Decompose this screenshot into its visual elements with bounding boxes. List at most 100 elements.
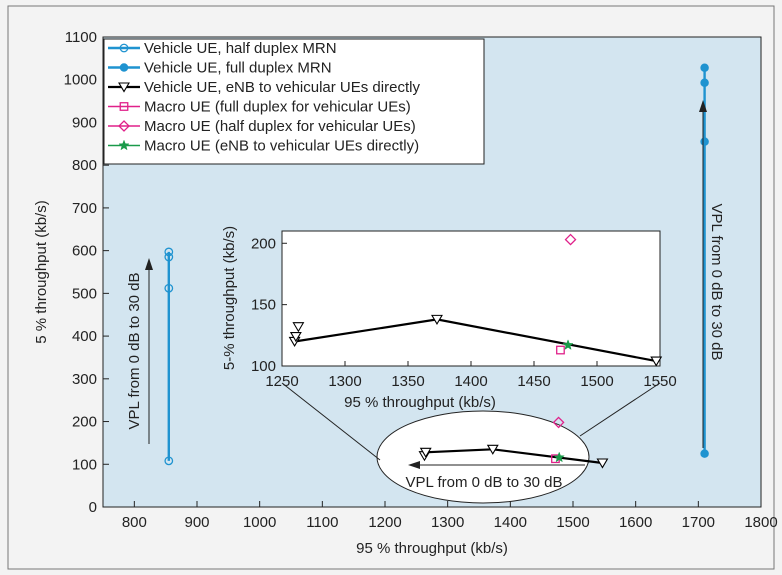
- arrow-head: [408, 461, 420, 469]
- main-y-axis-label: 5 % throughput (kb/s): [33, 200, 50, 343]
- main-x-tick-label: 1400: [494, 514, 527, 531]
- main-y-tick-label: 1100: [65, 29, 97, 46]
- main-y-tick-label: 900: [72, 114, 97, 131]
- arrow-head: [699, 100, 707, 112]
- zoom-ellipse: [376, 410, 590, 504]
- legend-label: Vehicle UE, half duplex MRN: [144, 40, 337, 57]
- legend-box: [103, 38, 485, 165]
- main-y-tick-label: 400: [72, 328, 97, 345]
- legend-label: Macro UE (full duplex for vehicular UEs): [144, 99, 411, 116]
- figure-border: [7, 5, 775, 570]
- legend-entry: Macro UE (eNB to vehicular UEs directly): [108, 138, 419, 155]
- main-y-tick-label: 200: [72, 414, 97, 431]
- data-point: [700, 449, 709, 458]
- main-y-tick-label: 100: [72, 456, 97, 473]
- data-point: [431, 314, 443, 325]
- inset-series: [288, 233, 663, 367]
- annotation-direct: VPL from 0 dB to 30 dB: [405, 461, 585, 491]
- inset-x-tick-label: 1500: [580, 373, 613, 390]
- legend-marker: [119, 63, 129, 72]
- legend-marker: [118, 139, 130, 151]
- main-series-2: [700, 63, 709, 458]
- data-point: [700, 78, 709, 87]
- main-x-axis-label: 95 % throughput (kb/s): [356, 540, 508, 557]
- legend-marker: [119, 102, 129, 111]
- main-series-5: [552, 416, 565, 429]
- inset-x-tick-label: 1450: [517, 373, 550, 390]
- zoom-connector-right: [579, 382, 661, 437]
- main-y-tick-label: 600: [72, 243, 97, 260]
- arrow-head: [145, 258, 153, 270]
- data-point: [289, 331, 302, 343]
- data-point: [553, 451, 565, 463]
- annotation-half-duplex: VPL from 0 dB to 30 dB: [126, 258, 153, 444]
- legend-label: Macro UE (half duplex for vehicular UEs): [144, 118, 416, 135]
- legend-label: Vehicle UE, eNB to vehicular UEs directl…: [144, 79, 420, 96]
- data-point: [552, 416, 565, 429]
- inset-x-tick-label: 1300: [328, 373, 361, 390]
- main-x-tick-label: 1300: [431, 514, 464, 531]
- data-point: [164, 456, 174, 466]
- data-point: [292, 322, 305, 333]
- main-series-3: [418, 444, 609, 469]
- legend: Vehicle UE, half duplex MRN Vehicle UE, f…: [103, 38, 485, 165]
- annotation-text: VPL from 0 dB to 30 dB: [405, 474, 562, 491]
- legend-entry: Vehicle UE, eNB to vehicular UEs directl…: [108, 79, 420, 96]
- data-point: [562, 339, 574, 350]
- inset-series-3: [564, 233, 577, 246]
- annotation-text: VPL from 0 dB to 30 dB: [708, 203, 725, 360]
- legend-entry: Macro UE (half duplex for vehicular UEs): [108, 118, 416, 135]
- main-y-tick-label: 1000: [64, 72, 97, 89]
- main-x-tick-label: 1600: [619, 514, 652, 531]
- main-x-tick-label: 1100: [306, 514, 338, 531]
- main-x-tick-label: 900: [184, 514, 209, 531]
- inset-series-1: [288, 314, 663, 367]
- legend-entry: Vehicle UE, half duplex MRN: [108, 40, 337, 57]
- inset-x-tick-label: 1400: [454, 373, 487, 390]
- main-y-tick-label: 500: [72, 285, 97, 302]
- main-series-6: [553, 451, 565, 463]
- data-point: [556, 345, 565, 355]
- main-y-tick-label: 0: [89, 499, 97, 516]
- data-point: [164, 283, 174, 293]
- inset-y-axis-label: 5-% throughput (kb/s): [221, 226, 238, 370]
- main-x-tick-label: 1200: [368, 514, 401, 531]
- legend-marker: [119, 43, 129, 53]
- main-x-tick-label: 1000: [243, 514, 276, 531]
- inset-x-tick-label: 1550: [643, 373, 676, 390]
- data-point: [164, 252, 174, 262]
- data-point: [164, 247, 174, 257]
- data-point: [700, 137, 709, 146]
- inset-y-tick-label: 150: [251, 297, 276, 314]
- main-x-axis: 800 900 1000 1100 1200 1300 1400 1500 1600 1700 18…: [122, 501, 778, 531]
- annotation-full-duplex: VPL from 0 dB to 30 dB: [699, 100, 725, 448]
- data-point: [419, 447, 432, 458]
- main-y-tick-label: 300: [72, 371, 97, 388]
- zoom-ellipse-series: [418, 416, 609, 469]
- data-point: [596, 458, 609, 469]
- main-plot: 800 900 1000 1100 1200 1300 1400 1500 1600 1700 18…: [33, 29, 778, 557]
- main-y-tick-label: 700: [72, 200, 97, 217]
- inset-x-axis: 1250 1300 1350 1400 1450 1500 1550: [265, 361, 677, 390]
- inset-x-tick-label: 1350: [391, 373, 424, 390]
- data-point: [650, 356, 663, 367]
- inset-x-axis-label: 95 % throughput (kb/s): [344, 394, 496, 411]
- inset-series-2: [556, 345, 565, 355]
- inset-y-tick-label: 100: [251, 358, 276, 375]
- inset-series-4: [562, 339, 574, 350]
- main-x-tick-label: 1800: [744, 514, 777, 531]
- main-y-axis: 0 100 200 300 400 500 600 700 800 900 1000 1100: [64, 29, 109, 516]
- main-series-1: [164, 247, 174, 466]
- data-point: [564, 233, 577, 246]
- legend-entry: Vehicle UE, full duplex MRN: [108, 60, 332, 77]
- inset-y-axis: 100 150 200: [251, 235, 287, 375]
- zoom-connector-left: [281, 382, 381, 461]
- inset-x-tick-label: 1250: [265, 373, 298, 390]
- inset-y-tick-label: 200: [251, 235, 276, 252]
- annotation-text: VPL from 0 dB to 30 dB: [126, 272, 143, 429]
- legend-label: Vehicle UE, full duplex MRN: [144, 60, 332, 77]
- legend-marker: [118, 120, 130, 132]
- main-x-tick-label: 1700: [682, 514, 715, 531]
- main-x-tick-label: 1500: [556, 514, 589, 531]
